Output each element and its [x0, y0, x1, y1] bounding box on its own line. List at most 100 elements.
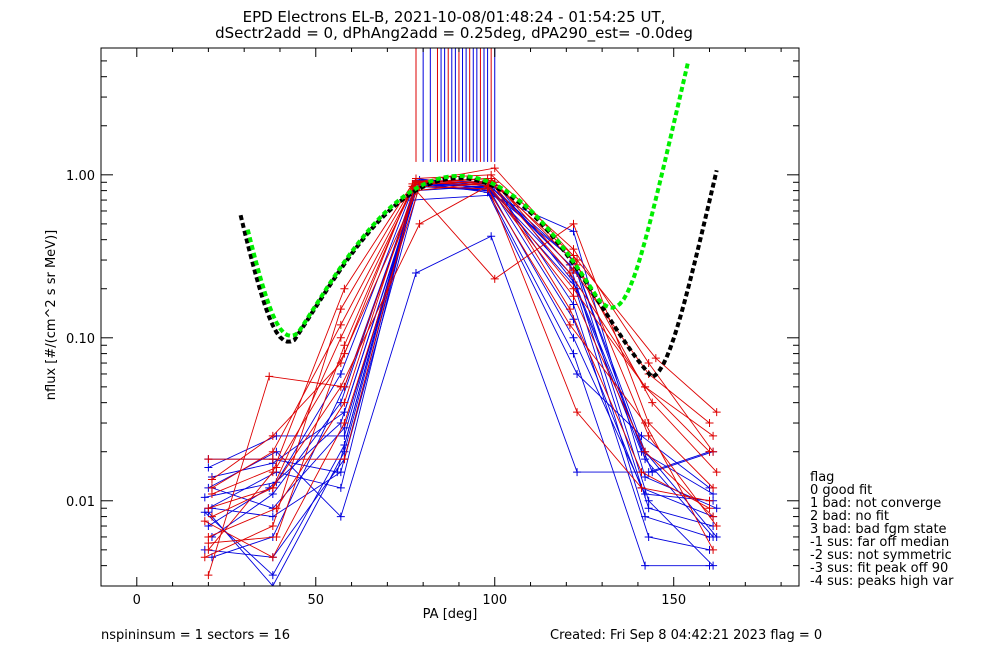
legend-item: 3 bad: bad fgm state	[810, 522, 947, 537]
legend-item: 2 bad: no fit	[810, 509, 889, 524]
plot-area	[200, 48, 721, 586]
legend-item: 1 bad: not converge	[810, 496, 941, 511]
blue-series-point	[641, 561, 650, 570]
red-series-point	[637, 483, 646, 492]
red-series-point	[340, 419, 349, 428]
red-series-point	[487, 174, 496, 183]
red-series-point	[569, 292, 578, 301]
blue-series-point	[336, 483, 345, 492]
red-series-point	[200, 553, 209, 562]
red-series-point	[641, 447, 650, 456]
red-series-point	[705, 496, 714, 505]
red-series-point	[336, 305, 345, 314]
blue-series-point	[268, 582, 277, 586]
red-series-point	[268, 553, 277, 562]
red-series-point	[265, 372, 274, 381]
blue-series-point	[709, 561, 718, 570]
blue-series-point	[641, 490, 650, 499]
red-series-point	[411, 178, 420, 187]
red-series-line	[208, 185, 714, 544]
blue-series-line	[211, 181, 710, 538]
red-series-point	[641, 419, 650, 428]
red-series-point	[340, 398, 349, 407]
footer-right-info: Created: Fri Sep 8 04:42:21 2023 flag = …	[550, 628, 822, 643]
x-tick-label: 0	[133, 593, 141, 608]
red-series-point	[207, 490, 216, 499]
data-series-group	[200, 164, 721, 586]
red-series-point	[569, 219, 578, 228]
red-series-line	[204, 185, 714, 558]
blue-series-point	[204, 463, 213, 472]
plot-frame	[100, 47, 800, 587]
red-series-point	[272, 463, 281, 472]
blue-series-point	[573, 468, 582, 477]
red-series-point	[340, 455, 349, 464]
red-series-point	[200, 517, 209, 526]
red-series-point	[268, 483, 277, 492]
blue-series-point	[644, 496, 653, 505]
red-series-point	[644, 431, 653, 440]
red-series-point	[705, 447, 714, 456]
red-series-point	[272, 532, 281, 541]
red-series-point	[483, 184, 492, 193]
blue-series-point	[712, 532, 721, 541]
red-series-point	[204, 455, 213, 464]
chart-title-line2: dSectr2add = 0, dPhAng2add = 0.25deg, dP…	[215, 24, 693, 43]
red-series-point	[644, 359, 653, 368]
blue-series-point	[268, 571, 277, 580]
blue-series-point	[569, 333, 578, 342]
red-series-point	[565, 305, 574, 314]
blue-series-point	[569, 349, 578, 358]
x-axis-label: PA [deg]	[423, 607, 478, 622]
spike-marks	[415, 48, 496, 162]
red-series-line	[208, 181, 714, 538]
red-series-line	[208, 181, 718, 509]
blue-series-point	[641, 512, 650, 521]
blue-series-point	[712, 504, 721, 513]
blue-series-point	[340, 447, 349, 456]
green-fit-curve	[245, 61, 690, 338]
blue-series-point	[200, 508, 209, 517]
blue-series-line	[204, 180, 718, 538]
red-series-point	[651, 354, 660, 363]
blue-series-point	[641, 455, 650, 464]
blue-series-point	[487, 232, 496, 241]
fit-curves	[238, 61, 719, 380]
blue-series-point	[340, 431, 349, 440]
red-series-point	[709, 545, 718, 554]
legend-item: -3 sus: fit peak off 90	[810, 561, 948, 576]
red-series-point	[268, 431, 277, 440]
red-series-point	[415, 219, 424, 228]
chart-title-line1: EPD Electrons EL-B, 2021-10-08/01:48:24 …	[243, 8, 666, 26]
red-series-point	[490, 274, 499, 283]
red-series-point	[705, 504, 714, 513]
blue-series-point	[336, 512, 345, 521]
x-tick-label: 150	[661, 593, 686, 608]
red-series-line	[207, 181, 718, 576]
blue-series-line	[208, 181, 714, 473]
blue-series-point	[200, 493, 209, 502]
blue-series-line	[208, 180, 714, 586]
legend-item: -1 sus: far off median	[810, 535, 949, 550]
red-series-point	[340, 382, 349, 391]
blue-series-line	[211, 183, 714, 566]
blue-series-point	[569, 300, 578, 309]
red-series-point	[712, 522, 721, 531]
blue-series-point	[705, 532, 714, 541]
legend-title: flag	[810, 470, 834, 485]
blue-series-point	[648, 468, 657, 477]
blue-series-point	[573, 369, 582, 378]
blue-series-point	[644, 532, 653, 541]
red-series-point	[712, 408, 721, 417]
blue-series-point	[411, 268, 420, 277]
blue-series-point	[207, 553, 216, 562]
y-axis-label: nflux [#/(cm^2 s sr MeV)]	[44, 230, 59, 400]
blue-series-point	[336, 369, 345, 378]
red-series-point	[336, 320, 345, 329]
red-series-point	[204, 532, 213, 541]
y-tick-label: 1.00	[66, 169, 95, 184]
y-tick-label: 0.01	[66, 495, 95, 510]
red-series-point	[272, 504, 281, 513]
red-series-point	[340, 284, 349, 293]
